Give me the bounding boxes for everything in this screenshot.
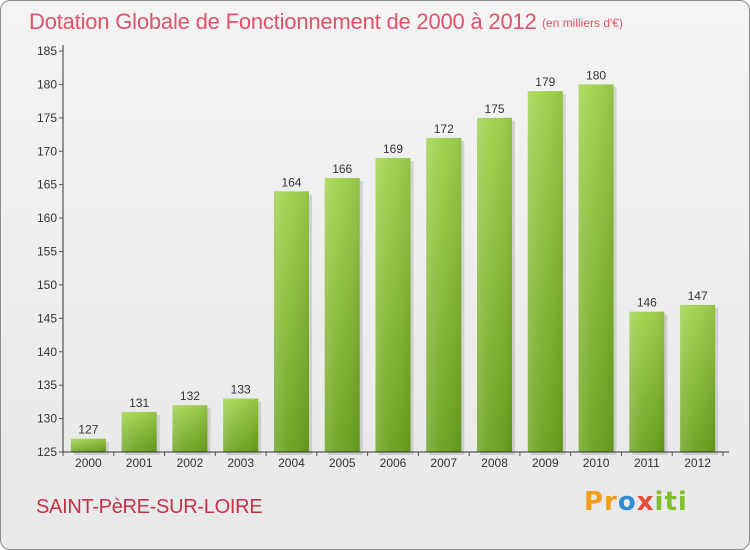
x-tick-label: 2003 xyxy=(227,456,254,470)
bar-highlight xyxy=(273,191,309,452)
bar-highlight xyxy=(70,438,106,452)
y-tick-label: 145 xyxy=(37,311,57,325)
x-tick-label: 2006 xyxy=(380,456,407,470)
bar-highlight xyxy=(680,304,716,452)
bar-highlight xyxy=(172,405,208,452)
y-tick-label: 155 xyxy=(37,245,57,259)
x-tick-label: 2008 xyxy=(481,456,508,470)
bar-highlight xyxy=(375,157,411,452)
x-tick-label: 2001 xyxy=(126,456,153,470)
data-label: 175 xyxy=(485,102,505,116)
data-label: 127 xyxy=(78,423,98,437)
bar-highlight xyxy=(629,311,665,452)
y-tick-label: 165 xyxy=(37,178,57,192)
proxiti-logo: Proxiti xyxy=(584,487,688,517)
data-label: 164 xyxy=(281,175,301,189)
bar-highlight xyxy=(121,411,157,452)
x-tick-label: 2010 xyxy=(583,456,610,470)
bar-highlight xyxy=(223,398,259,452)
x-tick-label: 2011 xyxy=(634,456,660,470)
chart-subtitle: (en milliers d'€) xyxy=(542,16,623,30)
y-tick-label: 180 xyxy=(37,77,57,91)
y-tick-label: 130 xyxy=(37,412,57,426)
x-tick-label: 2000 xyxy=(75,456,102,470)
y-tick-label: 140 xyxy=(37,345,57,359)
chart-title: Dotation Globale de Fonctionnement de 20… xyxy=(29,9,537,34)
place-name: SAINT-PèRE-SUR-LOIRE xyxy=(36,496,263,518)
data-label: 172 xyxy=(434,122,454,136)
y-tick-label: 170 xyxy=(37,144,57,158)
y-tick-label: 185 xyxy=(37,44,57,58)
x-tick-label: 2009 xyxy=(532,456,559,470)
data-label: 131 xyxy=(129,396,149,410)
bar-highlight xyxy=(477,117,513,452)
x-tick-label: 2005 xyxy=(329,456,356,470)
bar-highlight xyxy=(324,177,360,452)
y-tick-label: 150 xyxy=(37,278,57,292)
data-label: 179 xyxy=(535,75,555,89)
data-label: 166 xyxy=(332,162,352,176)
y-tick-label: 135 xyxy=(37,378,57,392)
x-tick-label: 2007 xyxy=(430,456,457,470)
y-tick-label: 125 xyxy=(37,445,57,459)
y-tick-label: 160 xyxy=(37,211,57,225)
data-label: 169 xyxy=(383,142,403,156)
bar-highlight xyxy=(527,91,563,452)
data-label: 133 xyxy=(231,383,251,397)
data-label: 146 xyxy=(637,296,657,310)
data-label: 180 xyxy=(586,68,606,82)
x-tick-label: 2002 xyxy=(177,456,204,470)
x-tick-label: 2004 xyxy=(278,456,305,470)
x-tick-label: 2012 xyxy=(684,456,711,470)
bar-highlight xyxy=(578,84,614,453)
bar-highlight xyxy=(426,137,462,452)
y-tick-label: 175 xyxy=(37,111,57,125)
data-label: 147 xyxy=(688,289,708,303)
data-label: 132 xyxy=(180,389,200,403)
